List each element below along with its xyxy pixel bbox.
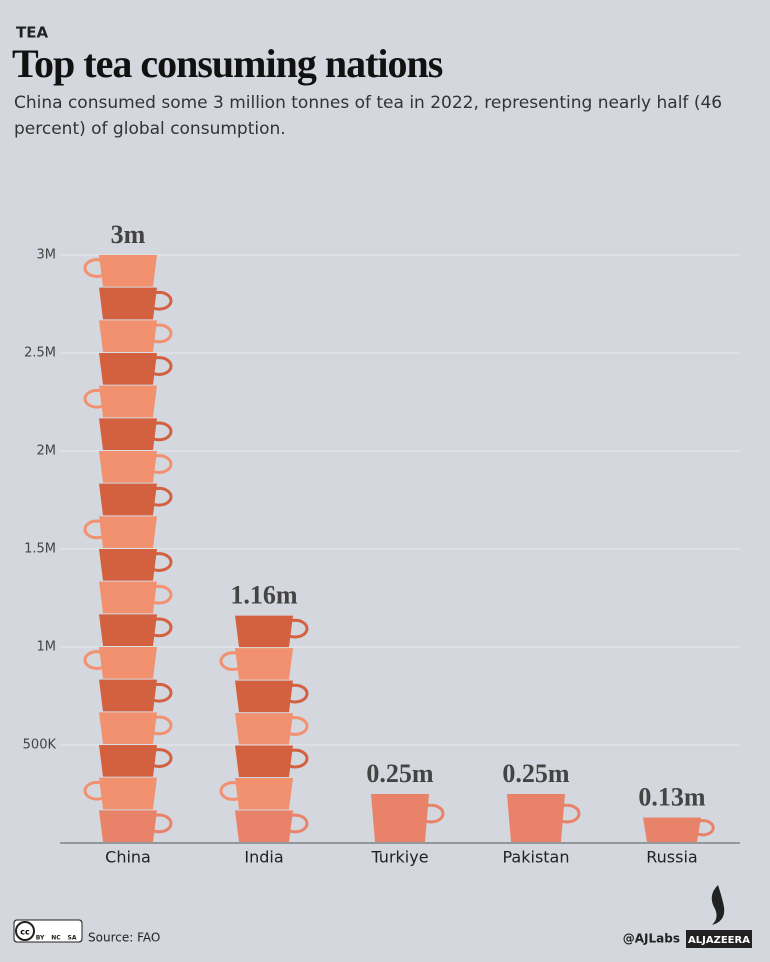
license-term: SA bbox=[68, 935, 77, 942]
credit: @AJLabs bbox=[623, 932, 680, 946]
x-tick-label: Russia bbox=[646, 848, 697, 867]
cup-body bbox=[99, 451, 157, 483]
cup-body bbox=[99, 810, 157, 842]
cup-body bbox=[99, 712, 157, 744]
cup-body bbox=[99, 745, 157, 777]
value-label: 3m bbox=[111, 220, 146, 249]
cup-handle bbox=[691, 819, 715, 837]
x-tick-label: China bbox=[105, 848, 151, 867]
cup-body bbox=[99, 353, 157, 385]
cup-body bbox=[235, 745, 293, 778]
license-badge: cc bbox=[13, 919, 83, 943]
cup-handle bbox=[145, 486, 173, 507]
cup-handle bbox=[145, 421, 173, 442]
cup-handle bbox=[145, 356, 173, 376]
cup-handle bbox=[145, 584, 173, 605]
y-tick-label: 3M bbox=[37, 248, 57, 263]
cup-handle bbox=[145, 813, 173, 834]
y-tick-label: 2M bbox=[37, 444, 57, 459]
cup-handle bbox=[417, 803, 445, 824]
badge-border bbox=[13, 919, 83, 943]
bar bbox=[643, 817, 715, 842]
y-tick-label: 2.5M bbox=[24, 346, 56, 361]
cup-body bbox=[235, 713, 293, 745]
subtitle-box: China consumed some 3 million tonnes of … bbox=[14, 93, 723, 139]
cup-body bbox=[235, 680, 293, 713]
cup-handle bbox=[145, 454, 173, 474]
cup-body bbox=[99, 418, 157, 450]
cup-body bbox=[99, 647, 157, 679]
cup-body bbox=[99, 581, 157, 614]
source: Source: FAO bbox=[88, 931, 160, 945]
cup-body bbox=[99, 287, 157, 320]
y-tick-label: 1.5M bbox=[24, 542, 56, 557]
cup-body bbox=[99, 320, 157, 352]
value-label: 1.16m bbox=[230, 581, 298, 610]
value-label: 0.13m bbox=[638, 782, 706, 811]
cup-handle bbox=[281, 716, 309, 736]
cup-handle bbox=[83, 258, 111, 278]
value-label: 0.25m bbox=[502, 759, 570, 788]
cup-handle bbox=[145, 552, 173, 572]
cup-body bbox=[99, 679, 157, 712]
cup-body bbox=[371, 794, 429, 842]
cup-handle bbox=[281, 683, 309, 704]
cup-body bbox=[99, 549, 157, 581]
cup-body bbox=[235, 810, 293, 842]
cup-body bbox=[99, 614, 157, 646]
cup-handle bbox=[83, 388, 111, 409]
cup-body bbox=[507, 794, 565, 842]
cup-handle bbox=[83, 519, 111, 540]
x-tick-label: India bbox=[244, 848, 283, 867]
value-label: 0.25m bbox=[366, 759, 434, 788]
cup-body bbox=[99, 777, 157, 810]
cup-handle bbox=[219, 781, 247, 801]
bar bbox=[83, 255, 173, 842]
cup-handle bbox=[145, 682, 173, 703]
license-term: NC bbox=[51, 935, 61, 942]
cup-handle bbox=[281, 748, 309, 769]
brand-box bbox=[686, 930, 752, 948]
cup-handle bbox=[145, 323, 173, 344]
cup-handle bbox=[281, 813, 309, 834]
cup-body bbox=[99, 516, 157, 548]
cup-handle bbox=[553, 803, 581, 824]
y-tick-label: 1M bbox=[37, 640, 57, 655]
cc-mark: cc bbox=[20, 928, 30, 937]
cup-body bbox=[99, 385, 157, 418]
brand: ALJAZEERA bbox=[688, 935, 750, 946]
cup-handle bbox=[145, 617, 173, 638]
cup-handle bbox=[145, 715, 173, 736]
cup-handle bbox=[219, 651, 247, 672]
cup-handle bbox=[83, 780, 111, 801]
cup-handle bbox=[145, 290, 173, 311]
cup-body bbox=[235, 648, 293, 680]
chart-title: Top tea consuming nations bbox=[12, 41, 443, 86]
bar bbox=[219, 615, 309, 842]
cup-body bbox=[643, 817, 701, 842]
chart-subtitle: China consumed some 3 million tonnes of … bbox=[14, 93, 723, 139]
cup-body bbox=[99, 483, 157, 516]
cup-body bbox=[99, 255, 157, 287]
x-tick-label: Turkiye bbox=[370, 848, 428, 867]
bar bbox=[507, 794, 581, 842]
cup-handle bbox=[281, 618, 309, 639]
cup-body bbox=[235, 778, 293, 810]
x-tick-label: Pakistan bbox=[503, 848, 570, 867]
license-term: BY bbox=[36, 935, 45, 942]
y-tick-label: 500K bbox=[23, 738, 57, 753]
brand-logo bbox=[711, 885, 725, 925]
bar bbox=[371, 794, 445, 842]
plot: 500K 1M 1.5M 2M 2.5M 3M China 3m India 1.16m Turki… bbox=[23, 220, 740, 867]
cc-icon bbox=[15, 921, 35, 941]
cup-handle bbox=[83, 650, 111, 670]
cup-handle bbox=[145, 748, 173, 768]
cup-body bbox=[235, 615, 293, 648]
kicker: TEA bbox=[16, 24, 48, 42]
